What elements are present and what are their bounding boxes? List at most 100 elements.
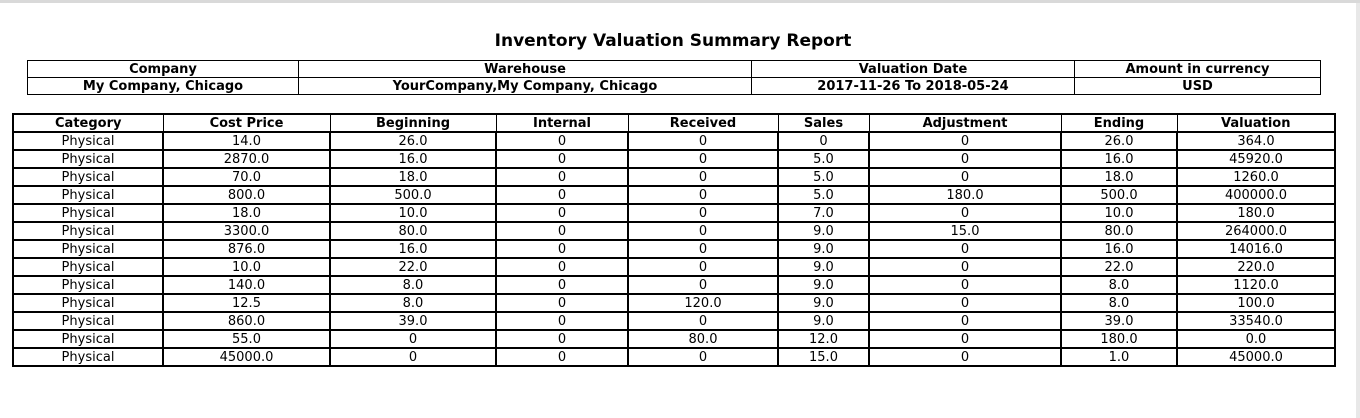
cell-internal: 0 xyxy=(495,167,629,186)
table-row: Physical 18.0 10.0 0 0 7.0 0 10.0 180.0 xyxy=(12,203,1336,222)
cell-sales: 5.0 xyxy=(777,167,870,186)
cell-beginning: 39.0 xyxy=(329,311,497,330)
table-row: Physical 876.0 16.0 0 0 9.0 0 16.0 14016… xyxy=(12,239,1336,258)
report-title: Inventory Valuation Summary Report xyxy=(494,31,852,51)
cell-beginning: 0 xyxy=(329,347,497,366)
table-row: Physical 2870.0 16.0 0 0 5.0 0 16.0 4592… xyxy=(12,149,1336,168)
cell-beginning: 10.0 xyxy=(329,203,497,222)
cell-internal: 0 xyxy=(495,185,629,204)
cell-sales: 15.0 xyxy=(777,347,870,366)
cell-cost-price: 70.0 xyxy=(162,167,331,186)
scrollbar-track[interactable] xyxy=(1356,3,1360,418)
cell-received: 0 xyxy=(627,185,779,204)
cell-valuation: 220.0 xyxy=(1176,257,1336,276)
cell-received: 0 xyxy=(627,275,779,294)
summary-valuation-date: 2017-11-26 To 2018-05-24 xyxy=(751,77,1075,95)
column-header-adjustment: Adjustment xyxy=(868,113,1062,133)
cell-ending: 18.0 xyxy=(1060,167,1178,186)
cell-beginning: 500.0 xyxy=(329,185,497,204)
cell-category: Physical xyxy=(12,275,164,294)
summary-header-currency: Amount in currency xyxy=(1074,60,1321,78)
cell-received: 80.0 xyxy=(627,329,779,348)
cell-sales: 9.0 xyxy=(777,239,870,258)
cell-internal: 0 xyxy=(495,329,629,348)
summary-header-company: Company xyxy=(27,60,299,78)
summary-company: My Company, Chicago xyxy=(27,77,299,95)
cell-sales: 12.0 xyxy=(777,329,870,348)
table-row: Physical 12.5 8.0 0 120.0 9.0 0 8.0 100.… xyxy=(12,293,1336,312)
cell-adjustment: 15.0 xyxy=(868,221,1062,240)
cell-ending: 8.0 xyxy=(1060,293,1178,312)
cell-cost-price: 860.0 xyxy=(162,311,331,330)
summary-header-valuation-date: Valuation Date xyxy=(751,60,1075,78)
table-row: Physical 55.0 0 0 80.0 12.0 0 180.0 0.0 xyxy=(12,329,1336,348)
cell-received: 0 xyxy=(627,131,779,150)
cell-valuation: 45920.0 xyxy=(1176,149,1336,168)
cell-beginning: 26.0 xyxy=(329,131,497,150)
cell-adjustment: 0 xyxy=(868,293,1062,312)
cell-category: Physical xyxy=(12,311,164,330)
summary-currency: USD xyxy=(1074,77,1321,95)
cell-valuation: 180.0 xyxy=(1176,203,1336,222)
cell-internal: 0 xyxy=(495,149,629,168)
cell-ending: 26.0 xyxy=(1060,131,1178,150)
cell-internal: 0 xyxy=(495,275,629,294)
cell-sales: 9.0 xyxy=(777,311,870,330)
cell-cost-price: 3300.0 xyxy=(162,221,331,240)
cell-internal: 0 xyxy=(495,131,629,150)
table-row: Physical 800.0 500.0 0 0 5.0 180.0 500.0… xyxy=(12,185,1336,204)
cell-valuation: 364.0 xyxy=(1176,131,1336,150)
cell-internal: 0 xyxy=(495,293,629,312)
cell-category: Physical xyxy=(12,185,164,204)
cell-internal: 0 xyxy=(495,203,629,222)
cell-beginning: 8.0 xyxy=(329,293,497,312)
cell-beginning: 16.0 xyxy=(329,239,497,258)
cell-adjustment: 0 xyxy=(868,239,1062,258)
cell-received: 0 xyxy=(627,221,779,240)
cell-sales: 9.0 xyxy=(777,221,870,240)
cell-category: Physical xyxy=(12,149,164,168)
cell-sales: 7.0 xyxy=(777,203,870,222)
cell-adjustment: 0 xyxy=(868,329,1062,348)
cell-valuation: 45000.0 xyxy=(1176,347,1336,366)
cell-cost-price: 45000.0 xyxy=(162,347,331,366)
cell-beginning: 16.0 xyxy=(329,149,497,168)
cell-valuation: 1120.0 xyxy=(1176,275,1336,294)
cell-category: Physical xyxy=(12,329,164,348)
cell-beginning: 8.0 xyxy=(329,275,497,294)
cell-internal: 0 xyxy=(495,221,629,240)
cell-received: 120.0 xyxy=(627,293,779,312)
column-header-category: Category xyxy=(12,113,164,133)
cell-received: 0 xyxy=(627,149,779,168)
table-row: Physical 140.0 8.0 0 0 9.0 0 8.0 1120.0 xyxy=(12,275,1336,294)
cell-beginning: 22.0 xyxy=(329,257,497,276)
cell-cost-price: 140.0 xyxy=(162,275,331,294)
cell-ending: 180.0 xyxy=(1060,329,1178,348)
cell-ending: 500.0 xyxy=(1060,185,1178,204)
cell-valuation: 400000.0 xyxy=(1176,185,1336,204)
cell-valuation: 33540.0 xyxy=(1176,311,1336,330)
cell-category: Physical xyxy=(12,239,164,258)
cell-cost-price: 12.5 xyxy=(162,293,331,312)
column-header-received: Received xyxy=(627,113,779,133)
cell-internal: 0 xyxy=(495,347,629,366)
cell-sales: 9.0 xyxy=(777,293,870,312)
table-row: Physical 70.0 18.0 0 0 5.0 0 18.0 1260.0 xyxy=(12,167,1336,186)
cell-ending: 22.0 xyxy=(1060,257,1178,276)
cell-adjustment: 0 xyxy=(868,311,1062,330)
table-row: Physical 3300.0 80.0 0 0 9.0 15.0 80.0 2… xyxy=(12,221,1336,240)
table-row: Physical 860.0 39.0 0 0 9.0 0 39.0 33540… xyxy=(12,311,1336,330)
cell-cost-price: 10.0 xyxy=(162,257,331,276)
cell-valuation: 0.0 xyxy=(1176,329,1336,348)
cell-sales: 0 xyxy=(777,131,870,150)
summary-value-row: My Company, Chicago YourCompany,My Compa… xyxy=(27,77,1321,95)
inventory-header-row: Category Cost Price Beginning Internal R… xyxy=(12,113,1336,133)
column-header-valuation: Valuation xyxy=(1176,113,1336,133)
cell-category: Physical xyxy=(12,347,164,366)
summary-header-row: Company Warehouse Valuation Date Amount … xyxy=(27,60,1321,78)
top-border xyxy=(0,0,1360,3)
cell-cost-price: 2870.0 xyxy=(162,149,331,168)
cell-sales: 9.0 xyxy=(777,257,870,276)
cell-cost-price: 876.0 xyxy=(162,239,331,258)
column-header-sales: Sales xyxy=(777,113,870,133)
